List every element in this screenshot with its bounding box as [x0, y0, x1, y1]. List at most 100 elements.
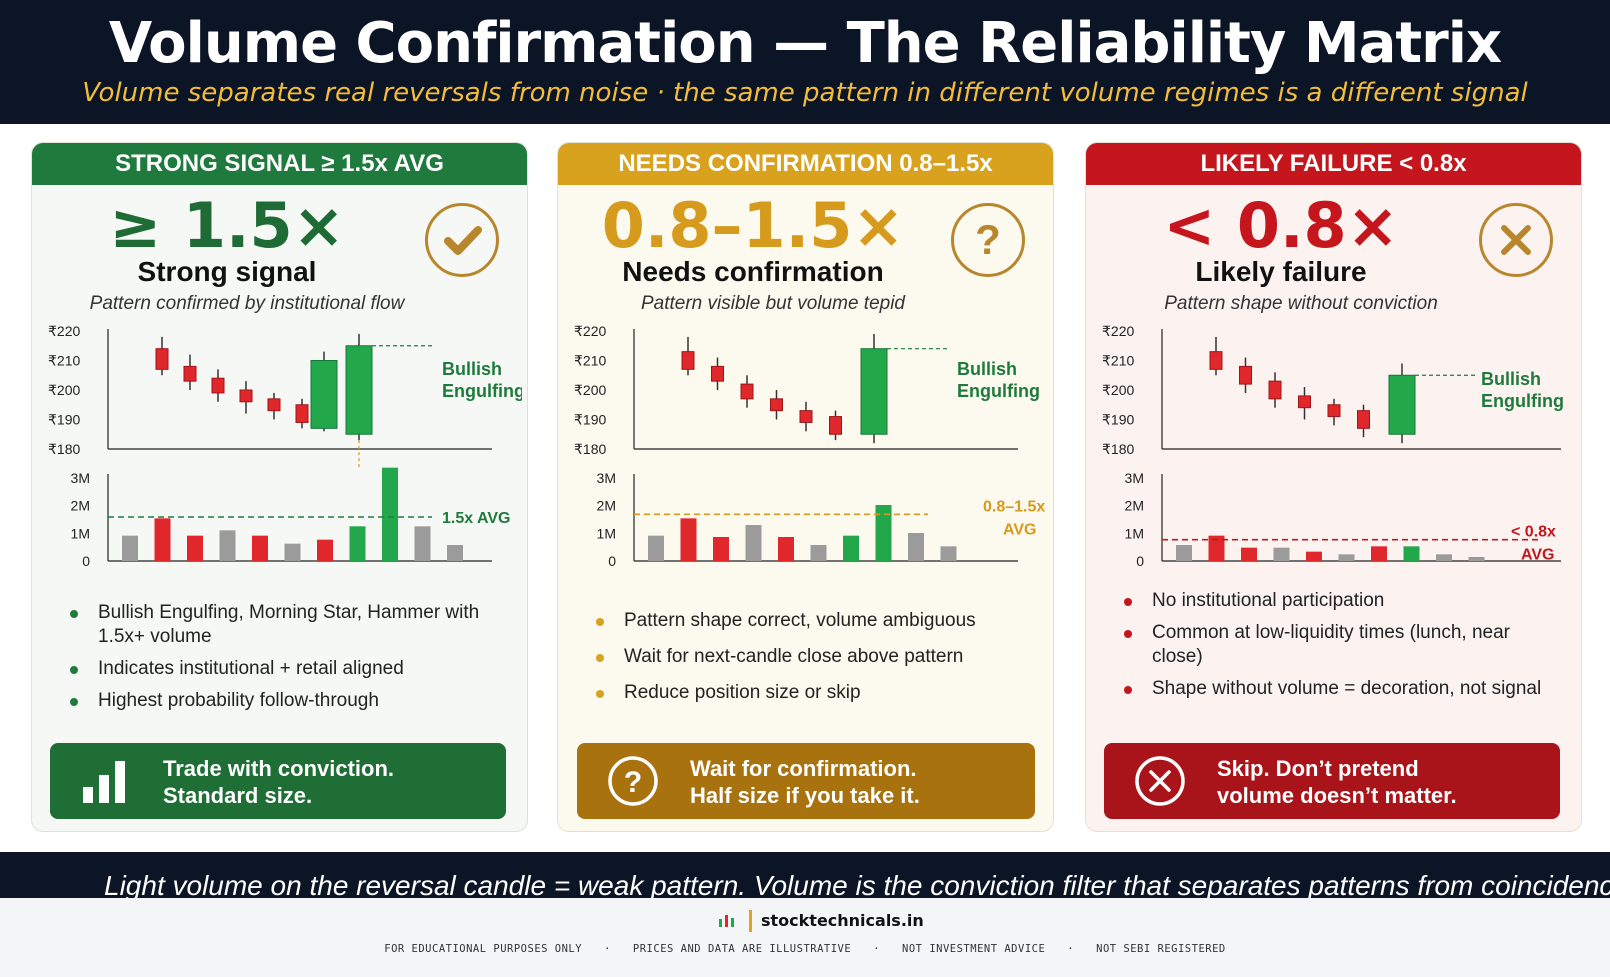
candle-body — [267, 398, 281, 412]
price-tick-label: ₹220 — [1102, 323, 1134, 339]
volume-tick-label: 1M — [71, 525, 90, 541]
bullet-item: Bullish Engulfing, Morning Star, Hammer … — [68, 601, 488, 649]
svg-text:?: ? — [975, 216, 1001, 263]
card-label: Needs confirmation — [622, 256, 884, 287]
question-icon: ? — [607, 755, 659, 807]
footer-tagline-band: Light volume on the reversal candle = we… — [0, 852, 1610, 898]
volume-bar — [778, 537, 794, 561]
candle-body — [740, 383, 754, 400]
page-subtitle: Volume separates real reversals from noi… — [82, 78, 1528, 108]
volume-bar — [875, 505, 892, 561]
action-banner: Skip. Don’t pretend volume doesn’t matte… — [1104, 743, 1560, 819]
bullet-item: Highest probability follow-through — [68, 689, 488, 713]
bullet-list: Pattern shape correct, volume ambiguous … — [594, 609, 1024, 713]
disclaimer-row: FOR EDUCATIONAL PURPOSES ONLY · PRICES AND… — [384, 943, 1226, 955]
volume-bar — [843, 535, 859, 561]
action-line-2: volume doesn’t matter. — [1217, 783, 1457, 808]
volume-tick-label: 0 — [608, 553, 616, 569]
volume-bar — [219, 530, 236, 561]
disclaimer-item: NOT SEBI REGISTERED — [1096, 943, 1226, 955]
volume-bar — [414, 526, 431, 561]
page-title: Volume Confirmation — The Reliability Ma… — [108, 11, 1502, 76]
volume-bar — [908, 533, 924, 561]
price-tick-label: ₹200 — [48, 382, 80, 398]
volume-tick-label: 0 — [82, 553, 90, 569]
pattern-label: Bullish — [957, 359, 1017, 379]
candle-body — [1327, 404, 1341, 418]
price-tick-label: ₹210 — [48, 353, 80, 369]
price-tick-label: ₹210 — [574, 353, 606, 369]
volume-bar — [122, 535, 138, 561]
action-text: Skip. Don’t pretend volume doesn’t matte… — [1217, 755, 1457, 809]
volume-tick-label: 1M — [597, 525, 616, 541]
brand-divider — [749, 910, 752, 932]
price-tick-label: ₹180 — [574, 441, 606, 457]
candle-body — [860, 348, 888, 435]
volume-bar — [1403, 546, 1420, 561]
card-description: Pattern shape without conviction — [1164, 293, 1438, 314]
card-needs-confirmation: NEEDS CONFIRMATION 0.8–1.5x 0.8–1.5× Nee… — [557, 142, 1054, 832]
volume-bar — [680, 518, 697, 561]
price-tick-label: ₹180 — [48, 441, 80, 457]
action-line-2: Standard size. — [163, 783, 313, 808]
volume-bar — [745, 525, 762, 561]
candle-body — [681, 351, 695, 370]
candle-body — [1388, 374, 1416, 435]
volume-tick-label: 3M — [71, 470, 90, 486]
price-tick-label: ₹220 — [48, 323, 80, 339]
action-line-1: Trade with conviction. — [163, 756, 395, 781]
action-line-2: Half size if you take it. — [690, 783, 920, 808]
volume-bar — [252, 535, 268, 561]
brand-name: stocktechnicals.in — [761, 911, 924, 930]
volume-bar — [187, 535, 203, 561]
volume-tick-label: 0 — [1136, 553, 1144, 569]
average-volume-label: AVG — [1003, 521, 1036, 538]
card-description: Pattern visible but volume tepid — [640, 293, 906, 314]
card-band: STRONG SIGNAL ≥ 1.5x AVG — [32, 143, 527, 185]
volume-tick-label: 2M — [1125, 498, 1144, 514]
volume-tick-label: 3M — [597, 470, 616, 486]
volume-tick-label: 2M — [71, 498, 90, 514]
card-description: Pattern confirmed by institutional flow — [89, 293, 405, 314]
candle-body — [1268, 380, 1282, 400]
candle-body — [711, 365, 724, 382]
card-label: Likely failure — [1195, 256, 1367, 287]
action-line-1: Skip. Don’t pretend — [1217, 756, 1419, 781]
bullet-item: Pattern shape correct, volume ambiguous — [594, 609, 1024, 633]
pattern-label: Engulfing — [957, 381, 1040, 401]
chart-strong-signal: ₹220 ₹210 ₹200 ₹190 ₹180 3M 2M 1M 0 BullishEngulf… — [48, 323, 522, 569]
price-tick-label: ₹190 — [1102, 412, 1134, 428]
action-banner: Trade with conviction. Standard size. — [50, 743, 506, 819]
x-circle-icon — [1134, 755, 1186, 807]
check-icon — [425, 203, 499, 277]
brand-logo-icon — [717, 910, 737, 930]
action-text: Wait for confirmation. Half size if you … — [690, 755, 920, 809]
candle-body — [1298, 395, 1311, 409]
chart-needs-confirmation: ₹220 ₹210 ₹200 ₹190 ₹180 3M 2M 1M 0 BullishEngulf… — [574, 323, 1045, 569]
volume-bar — [154, 518, 171, 561]
volume-bar — [382, 467, 398, 561]
volume-bar — [447, 545, 463, 561]
price-tick-label: ₹200 — [574, 382, 606, 398]
pattern-label: Bullish — [442, 359, 502, 379]
action-text: Trade with conviction. Standard size. — [163, 755, 394, 809]
volume-bar — [349, 526, 366, 561]
volume-bar — [810, 545, 827, 561]
price-tick-label: ₹190 — [48, 412, 80, 428]
candle-body — [155, 348, 169, 370]
chart-likely-failure: ₹220 ₹210 ₹200 ₹190 ₹180 3M 2M 1M 0 BullishEngulf… — [1102, 323, 1564, 569]
average-volume-label: AVG — [1521, 547, 1554, 564]
header: Volume Confirmation — The Reliability Ma… — [0, 0, 1610, 124]
bullet-list: Bullish Engulfing, Morning Star, Hammer … — [68, 601, 488, 721]
pattern-label: Engulfing — [1481, 391, 1564, 411]
candle-body — [310, 360, 338, 429]
x-icon — [1479, 203, 1553, 277]
candle-body — [211, 377, 225, 394]
question-icon: ? — [951, 203, 1025, 277]
pattern-label: Engulfing — [442, 381, 522, 401]
bullet-item: Wait for next-candle close above pattern — [594, 645, 1024, 669]
action-line-1: Wait for confirmation. — [690, 756, 917, 781]
price-tick-label: ₹180 — [1102, 441, 1134, 457]
bullet-item: Shape without volume = decoration, not s… — [1122, 677, 1562, 701]
